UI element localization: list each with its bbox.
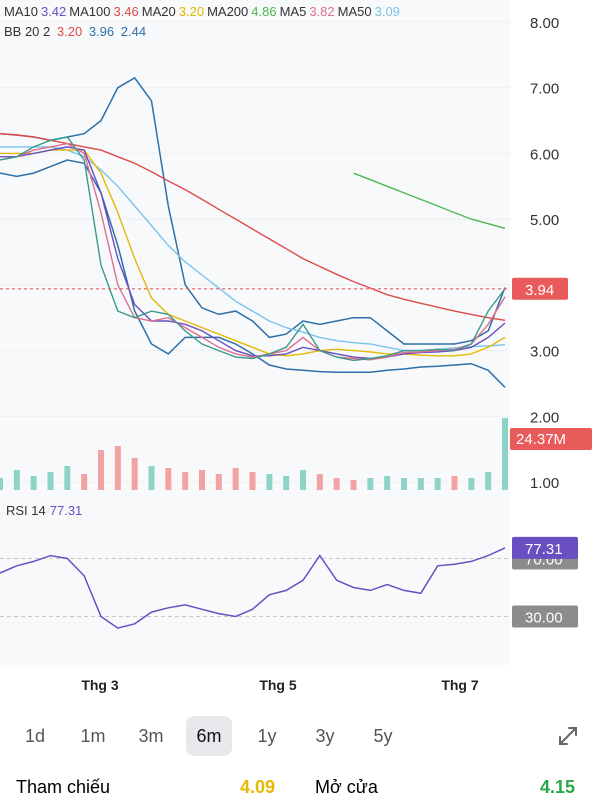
ma-legend-value: 3.09 xyxy=(374,4,400,19)
volume-bar xyxy=(13,470,20,490)
price-tick-label: 3.00 xyxy=(530,344,559,361)
bb-legend: BB 20 2 3.20 3.96 2.44 xyxy=(4,24,149,39)
price-tick-label: 6.00 xyxy=(530,146,559,163)
range-tab-3y[interactable]: 3y xyxy=(315,726,335,746)
stock-chart[interactable]: 8.007.006.005.004.003.002.001.003.9424.3… xyxy=(0,0,600,700)
volume-bar xyxy=(333,478,340,490)
volume-bar xyxy=(485,472,492,490)
series-line-ma5 xyxy=(0,142,506,361)
series-line-ma200 xyxy=(353,172,506,229)
ref-price-value: 4.09 xyxy=(240,777,276,797)
range-tabs: 1d 1m 3m 6m 1y 3y 5y xyxy=(12,716,592,756)
volume-label: 24.37M xyxy=(516,431,566,448)
series-line-close xyxy=(0,136,506,362)
ma-legend-value: 4.86 xyxy=(251,4,277,19)
volume-bar xyxy=(384,476,391,490)
range-tab-1d[interactable]: 1d xyxy=(24,726,46,746)
bb-upper-value: 3.96 xyxy=(88,24,115,39)
volume-bar xyxy=(417,478,424,490)
volume-bar xyxy=(30,476,37,490)
expand-icon[interactable] xyxy=(556,724,580,748)
series-line-bb-upper xyxy=(0,76,506,345)
volume-bar xyxy=(215,474,222,490)
volume-bar xyxy=(131,458,138,490)
volume-bar xyxy=(81,474,88,490)
series-lines xyxy=(0,76,506,388)
rsi-label: RSI 14 xyxy=(6,503,46,518)
volume-bar xyxy=(350,480,357,490)
ma-legend-label: MA5 xyxy=(279,4,307,19)
rsi-tick-label: 30.00 xyxy=(525,610,563,627)
volume-bar xyxy=(300,470,306,490)
series-line-ma100 xyxy=(0,133,506,321)
volume-bar xyxy=(148,466,155,490)
volume-bar xyxy=(64,466,71,490)
bb-lower-value: 2.44 xyxy=(120,24,147,39)
price-axis: 8.007.006.005.004.003.002.001.003.9424.3… xyxy=(0,15,592,492)
open-price-label: Mở cửa xyxy=(315,777,378,797)
ma-legend: MA10 3.42 MA100 3.46 MA20 3.20 MA200 4.86 MA5 3.8… xyxy=(4,4,403,19)
range-tab-1y[interactable]: 1y xyxy=(257,726,277,746)
volume-bar xyxy=(0,478,3,490)
ma-legend-value: 3.20 xyxy=(178,4,205,19)
volume-bar xyxy=(266,474,273,490)
volume-bar xyxy=(468,478,475,490)
volume-bar xyxy=(316,474,323,490)
rsi-legend: RSI 14 77.31 xyxy=(6,503,82,518)
x-tick-label: Thg 5 xyxy=(259,677,297,693)
range-tab-6m[interactable]: 6m xyxy=(186,716,232,756)
rsi-tick-box xyxy=(512,605,578,628)
price-tick-label: 5.00 xyxy=(530,212,559,229)
ma-legend-label: MA20 xyxy=(141,4,176,19)
volume-bar xyxy=(47,472,54,490)
ma-legend-label: MA200 xyxy=(207,4,249,19)
volume-bar xyxy=(98,450,104,490)
ma-legend-label: MA10 xyxy=(4,4,38,19)
volume-label-box xyxy=(510,428,592,450)
volume-bar xyxy=(451,476,458,490)
volume-bars xyxy=(0,418,508,490)
rsi-value: 77.31 xyxy=(49,503,83,518)
ma-legend-value: 3.42 xyxy=(40,4,67,19)
current-price-box xyxy=(512,277,568,300)
volume-bar xyxy=(502,418,508,490)
ma-legend-value: 3.46 xyxy=(113,4,139,19)
volume-bar xyxy=(367,478,374,490)
x-tick-label: Thg 3 xyxy=(81,677,119,693)
bb-label: BB 20 2 xyxy=(4,24,51,39)
price-tick-label: 1.00 xyxy=(530,475,559,492)
price-tick-label: 8.00 xyxy=(530,15,559,32)
volume-bar xyxy=(199,470,205,490)
price-panel-bg xyxy=(0,0,510,495)
volume-bar xyxy=(249,472,256,490)
volume-bar xyxy=(232,468,239,490)
ma-legend-label: MA100 xyxy=(69,4,111,19)
volume-bar xyxy=(401,478,407,490)
volume-bar xyxy=(165,468,172,490)
price-tick-label: 7.00 xyxy=(530,81,559,98)
ref-price-label: Tham chiếu xyxy=(16,777,111,797)
volume-bar xyxy=(434,478,441,490)
ma-legend-value: 3.82 xyxy=(309,4,335,19)
ma-legend-label: MA50 xyxy=(337,4,372,19)
rsi-panel-bg xyxy=(0,495,510,665)
current-price-label: 3.94 xyxy=(525,282,554,299)
rsi-current-box xyxy=(512,536,578,559)
range-tab-1m[interactable]: 1m xyxy=(80,726,106,746)
range-tab-3m[interactable]: 3m xyxy=(138,726,164,746)
open-price-value: 4.15 xyxy=(540,777,576,797)
x-tick-label: Thg 7 xyxy=(441,677,479,693)
bb-mid-value: 3.20 xyxy=(56,24,83,39)
rsi-current-label: 77.31 xyxy=(525,541,563,558)
volume-bar xyxy=(182,472,189,490)
volume-bar xyxy=(114,446,121,490)
rsi-line xyxy=(0,547,506,629)
x-axis: Thg 3 Thg 5 Thg 7 xyxy=(81,677,479,693)
range-tab-5y[interactable]: 5y xyxy=(373,726,393,746)
volume-bar xyxy=(283,476,290,490)
price-tick-label: 2.00 xyxy=(530,409,559,426)
